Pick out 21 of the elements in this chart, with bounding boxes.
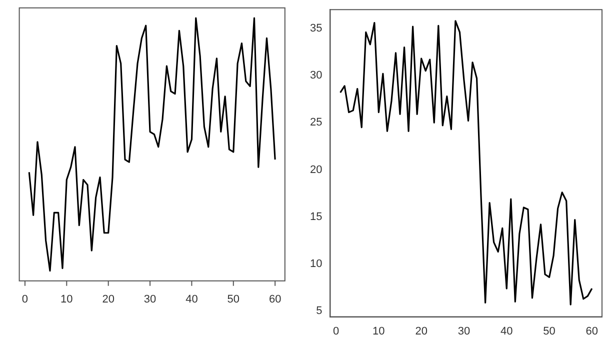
y-tick-label: 25 bbox=[310, 116, 322, 129]
x-tick-label: 50 bbox=[543, 325, 556, 338]
x-tick-label: 40 bbox=[186, 293, 198, 306]
x-tick-label: 20 bbox=[415, 325, 428, 338]
y-tick-label: 10 bbox=[310, 258, 322, 270]
x-tick-label: 30 bbox=[144, 293, 156, 306]
x-tick-label: 50 bbox=[227, 293, 240, 306]
x-tick-label: 20 bbox=[102, 293, 114, 306]
x-tick-label: 10 bbox=[60, 293, 73, 306]
x-tick-label: 60 bbox=[268, 293, 282, 306]
x-tick-label: 30 bbox=[458, 325, 470, 338]
y-tick-label: 5 bbox=[316, 305, 322, 318]
x-tick-label: 0 bbox=[332, 325, 340, 338]
y-tick-label: 30 bbox=[310, 70, 322, 82]
x-tick-label: 0 bbox=[22, 293, 28, 306]
y-tick-label: 15 bbox=[310, 210, 322, 223]
x-tick-label: 10 bbox=[372, 325, 385, 338]
x-tick-label: 60 bbox=[586, 325, 598, 338]
y-tick-label: 35 bbox=[310, 22, 322, 34]
x-tick-label: 40 bbox=[500, 325, 513, 338]
y-tick-label: 20 bbox=[310, 164, 322, 176]
